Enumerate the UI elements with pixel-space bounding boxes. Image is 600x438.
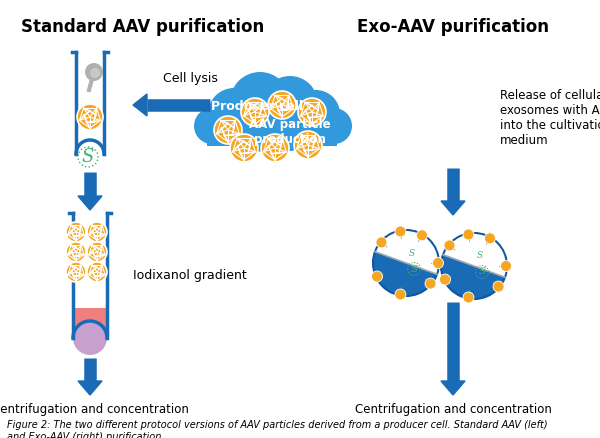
Circle shape (261, 134, 289, 162)
Circle shape (90, 68, 100, 78)
Wedge shape (444, 234, 506, 277)
Circle shape (294, 131, 322, 159)
Circle shape (395, 289, 406, 300)
Bar (73, 308, 107, 328)
Circle shape (425, 278, 436, 289)
Circle shape (87, 262, 107, 282)
Text: Centrifugation and concentration: Centrifugation and concentration (355, 403, 551, 416)
Circle shape (316, 108, 352, 144)
FancyBboxPatch shape (73, 328, 107, 335)
Circle shape (292, 90, 340, 138)
Circle shape (66, 222, 86, 242)
Ellipse shape (73, 321, 107, 355)
Circle shape (241, 98, 269, 126)
Circle shape (230, 72, 290, 132)
Circle shape (208, 88, 260, 140)
Circle shape (298, 98, 326, 126)
Circle shape (371, 271, 382, 282)
Circle shape (395, 226, 406, 237)
Text: S: S (409, 248, 415, 258)
Circle shape (441, 233, 507, 299)
Text: Centrifugation and concentration: Centrifugation and concentration (0, 403, 188, 416)
Circle shape (463, 229, 474, 240)
Polygon shape (441, 201, 465, 215)
Text: Standard AAV purification: Standard AAV purification (22, 18, 265, 36)
Text: Producer cell: Producer cell (211, 99, 303, 113)
Circle shape (439, 274, 451, 285)
Text: Iodixanol gradient: Iodixanol gradient (133, 268, 247, 282)
Polygon shape (441, 381, 465, 395)
Circle shape (463, 292, 474, 303)
Circle shape (66, 262, 86, 282)
Circle shape (485, 233, 496, 244)
Circle shape (433, 258, 443, 268)
Polygon shape (133, 94, 147, 116)
Circle shape (262, 76, 318, 132)
Circle shape (268, 91, 296, 119)
Text: Exo-AAV purification: Exo-AAV purification (357, 18, 549, 36)
Circle shape (230, 134, 258, 162)
FancyBboxPatch shape (73, 213, 107, 338)
Circle shape (77, 104, 103, 130)
Circle shape (85, 63, 103, 81)
Text: Cell lysis: Cell lysis (163, 72, 218, 85)
Circle shape (493, 281, 504, 292)
Circle shape (214, 116, 242, 144)
Wedge shape (376, 231, 438, 274)
Bar (207, 122, 337, 146)
Text: S: S (478, 268, 485, 276)
Text: Release of cellular
exosomes with AAV
into the cultivation
medium: Release of cellular exosomes with AAV in… (500, 89, 600, 147)
Text: S: S (477, 251, 483, 261)
Circle shape (87, 222, 107, 242)
Circle shape (444, 240, 455, 251)
Polygon shape (78, 381, 102, 395)
Circle shape (416, 230, 427, 241)
Text: S: S (410, 265, 418, 273)
Circle shape (373, 230, 439, 296)
Circle shape (376, 237, 387, 248)
Polygon shape (78, 196, 102, 210)
Text: AAV particle
production: AAV particle production (249, 118, 331, 146)
Ellipse shape (73, 321, 107, 355)
Ellipse shape (207, 100, 337, 152)
FancyBboxPatch shape (76, 52, 104, 154)
Circle shape (66, 242, 86, 262)
Text: S: S (82, 148, 94, 166)
Circle shape (500, 261, 511, 272)
Text: Figure 2: The two different protocol versions of AAV particles derived from a pr: Figure 2: The two different protocol ver… (7, 420, 548, 438)
Circle shape (87, 242, 107, 262)
Ellipse shape (76, 140, 104, 168)
Circle shape (194, 108, 230, 144)
